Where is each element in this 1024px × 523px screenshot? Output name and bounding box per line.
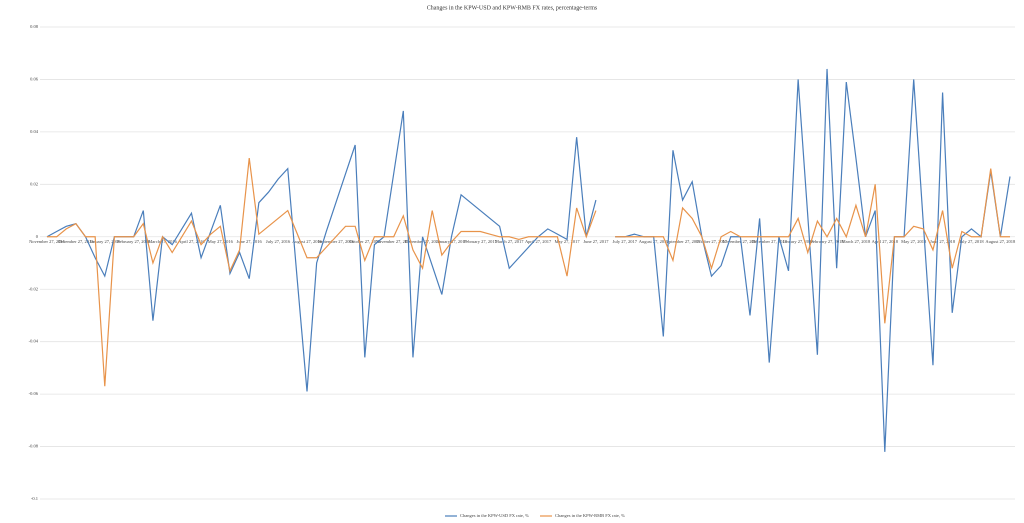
y-tick-label: -0.08 — [29, 444, 39, 449]
legend-label: Changes in the KPW-USD FX rate, % — [460, 513, 529, 519]
x-tick-label: February 27, 2017 — [464, 239, 498, 245]
x-tick-label: November 27, 2016 — [376, 239, 413, 245]
x-tick-label: October 27, 2016 — [349, 239, 381, 245]
x-tick-label: January 27, 2016 — [89, 239, 121, 245]
legend-label: Changes in the KPW-RMB FX rate, % — [555, 513, 625, 519]
y-tick-label: -0.06 — [29, 391, 39, 396]
x-tick-label: April 27, 2016 — [178, 239, 205, 245]
x-tick-label: March 27, 2016 — [148, 239, 177, 245]
x-tick-label: July 27, 2018 — [959, 239, 984, 245]
y-tick-label: 0.02 — [30, 181, 38, 186]
x-tick-label: January 27, 2018 — [783, 239, 815, 245]
x-tick-label: December 27, 2016 — [405, 239, 441, 245]
x-tick-label: February 27, 2016 — [117, 239, 151, 245]
y-tick-label: -0.02 — [29, 286, 38, 291]
x-tick-label: August 27, 2018 — [985, 239, 1016, 245]
x-tick-label: May 27, 2017 — [554, 239, 580, 245]
x-tick-label: December 27, 2015 — [58, 239, 94, 245]
x-tick-label: June 27, 2018 — [930, 239, 956, 245]
series-line — [46, 68, 1011, 452]
chart-title: Changes in the KPW-USD and KPW-RMB FX ra… — [427, 5, 598, 11]
y-tick-label: -0.1 — [31, 496, 38, 501]
x-tick-label: December 27, 2017 — [752, 239, 788, 245]
x-tick-label: March 27, 2018 — [842, 239, 871, 245]
x-tick-label: March 27, 2017 — [495, 239, 524, 245]
x-tick-label: July 27, 2016 — [266, 239, 291, 245]
x-tick-label: November 27, 2015 — [29, 239, 66, 245]
y-tick-label: -0.04 — [29, 339, 39, 344]
x-tick-label: October 27, 2017 — [696, 239, 728, 245]
x-tick-label: September 27, 2017 — [665, 239, 702, 245]
x-tick-label: May 27, 2016 — [208, 239, 234, 245]
x-tick-label: July 27, 2017 — [613, 239, 638, 245]
x-tick-label: April 27, 2018 — [872, 239, 899, 245]
x-tick-label: May 27, 2018 — [901, 239, 927, 245]
x-tick-label: August 27, 2016 — [292, 239, 323, 245]
y-tick-label: 0.06 — [30, 76, 39, 81]
x-tick-label: June 27, 2017 — [583, 239, 609, 245]
y-tick-label: 0.04 — [30, 129, 39, 134]
x-tick-label: April 27, 2017 — [525, 239, 552, 245]
x-tick-label: February 27, 2018 — [810, 239, 844, 245]
y-tick-label: 0.08 — [30, 24, 39, 29]
x-tick-label: June 27, 2016 — [237, 239, 263, 245]
x-tick-label: September 27, 2016 — [318, 239, 355, 245]
y-tick-label: 0 — [36, 234, 39, 239]
series-line — [47, 158, 1010, 387]
